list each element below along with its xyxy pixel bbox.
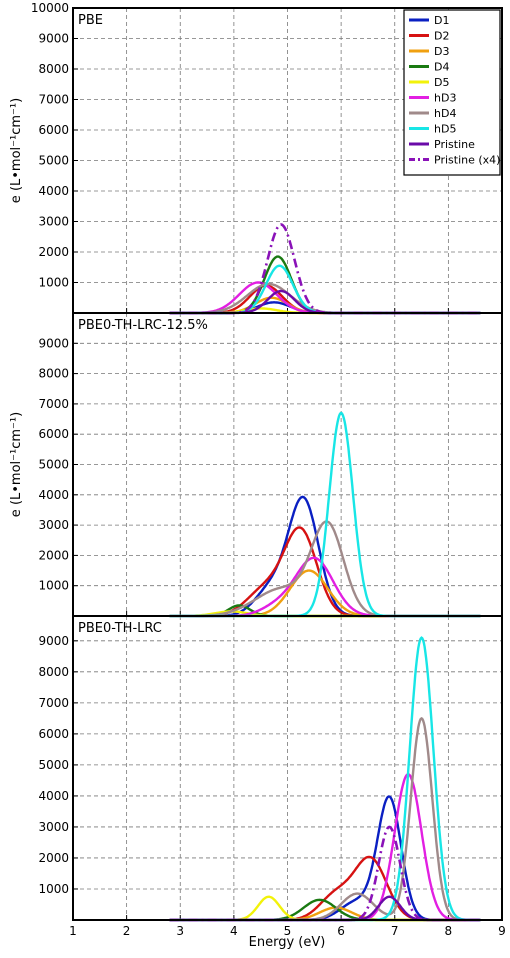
panel-title: PBE xyxy=(78,13,103,28)
y-tick-label: 1000 xyxy=(38,579,69,593)
x-tick-label: 3 xyxy=(176,924,184,938)
panels-layer: 1000200030004000500060007000800090001000… xyxy=(9,1,503,920)
series-hd5-line xyxy=(169,636,481,922)
y-tick-label: 8000 xyxy=(38,62,69,76)
legend-box xyxy=(403,9,501,176)
legend-label: Pristine xyxy=(434,138,475,151)
panel-2: 1000 2000 3000 4000 5000 6000 7000 8000 9000 PBE0… xyxy=(9,313,503,616)
curves-layer xyxy=(169,223,481,922)
y-tick-label: 3000 xyxy=(38,518,69,532)
y-tick-label: 7000 xyxy=(38,93,69,107)
y-tick-label: 4000 xyxy=(38,184,69,198)
series-d4-line xyxy=(169,255,481,315)
legend-label: hD5 xyxy=(434,123,456,136)
y-tick-label: 2000 xyxy=(38,245,69,259)
y-tick-label: 7000 xyxy=(38,696,69,710)
legend-label: D2 xyxy=(434,30,449,43)
series-d2-line xyxy=(169,284,481,315)
panel-frame xyxy=(72,615,503,921)
x-axis-title: Energy (eV) xyxy=(249,935,326,950)
legend-label: D1 xyxy=(434,14,449,27)
legend-label: Pristine (x4) xyxy=(434,154,500,167)
panel-3: 1000 2000 3000 4000 5000 6000 7000 8000 9000 PBE0… xyxy=(38,616,503,920)
y-tick-label: 4000 xyxy=(38,488,69,502)
x-tick-label: 9 xyxy=(498,924,506,938)
legend-label: D5 xyxy=(434,76,449,89)
panel-title: PBE0-TH-LRC xyxy=(78,621,162,636)
y-tick-label: 1000 xyxy=(38,276,69,290)
series-hd3-line xyxy=(169,281,481,315)
y-tick-label: 9000 xyxy=(38,32,69,46)
x-tick-label: 6 xyxy=(337,924,345,938)
series-pristine-x4--line xyxy=(169,825,481,922)
y-axis-title: e (L•mol⁻¹cm⁻¹) xyxy=(9,412,24,517)
y-tick-label: 3000 xyxy=(38,820,69,834)
y-tick-label: 9000 xyxy=(38,336,69,350)
y-tick-label: 8000 xyxy=(38,367,69,381)
x-tick-label: 5 xyxy=(284,924,292,938)
panel-title: PBE0-TH-LRC-12.5% xyxy=(78,318,208,333)
y-tick-label: 8000 xyxy=(38,665,69,679)
y-tick-label: 4000 xyxy=(38,789,69,803)
legend-label: D4 xyxy=(434,61,449,74)
legend-label: hD4 xyxy=(434,107,456,120)
x-tick-label: 2 xyxy=(123,924,131,938)
series-d1-line xyxy=(169,495,481,618)
y-tick-label: 9000 xyxy=(38,634,69,648)
legend-label: D3 xyxy=(434,45,449,58)
y-tick-label: 3000 xyxy=(38,215,69,229)
y-tick-label: 6000 xyxy=(38,427,69,441)
y-tick-label: 1000 xyxy=(38,882,69,896)
x-tick-label: 7 xyxy=(391,924,399,938)
y-tick-label: 10000 xyxy=(31,1,69,15)
y-axis-title: e (L•mol⁻¹cm⁻¹) xyxy=(9,98,24,203)
x-tick-label: 4 xyxy=(230,924,238,938)
x-tick-label: 1 xyxy=(69,924,77,938)
frames-layer xyxy=(72,7,503,921)
y-tick-label: 5000 xyxy=(38,154,69,168)
y-tick-label: 2000 xyxy=(38,851,69,865)
y-tick-label: 6000 xyxy=(38,123,69,137)
y-tick-label: 6000 xyxy=(38,727,69,741)
y-tick-label: 2000 xyxy=(38,548,69,562)
y-tick-label: 7000 xyxy=(38,397,69,411)
x-axis: 1 2 3 4 5 6 7 8 9 xyxy=(69,924,506,938)
series-pristine-x4--line xyxy=(169,223,481,315)
legend: D1 D2 D3 D4 D5 hD3 hD4 hD5 Pristine Pristine (x4) xyxy=(403,9,501,176)
y-tick-label: 5000 xyxy=(38,458,69,472)
panel-1-curves xyxy=(169,223,481,315)
series-hd5-line xyxy=(169,264,481,315)
x-tick-label: 8 xyxy=(445,924,453,938)
legend-label: hD3 xyxy=(434,92,456,105)
panel-3-curves xyxy=(169,636,481,922)
series-hd4-line xyxy=(169,282,481,315)
y-tick-label: 5000 xyxy=(38,758,69,772)
